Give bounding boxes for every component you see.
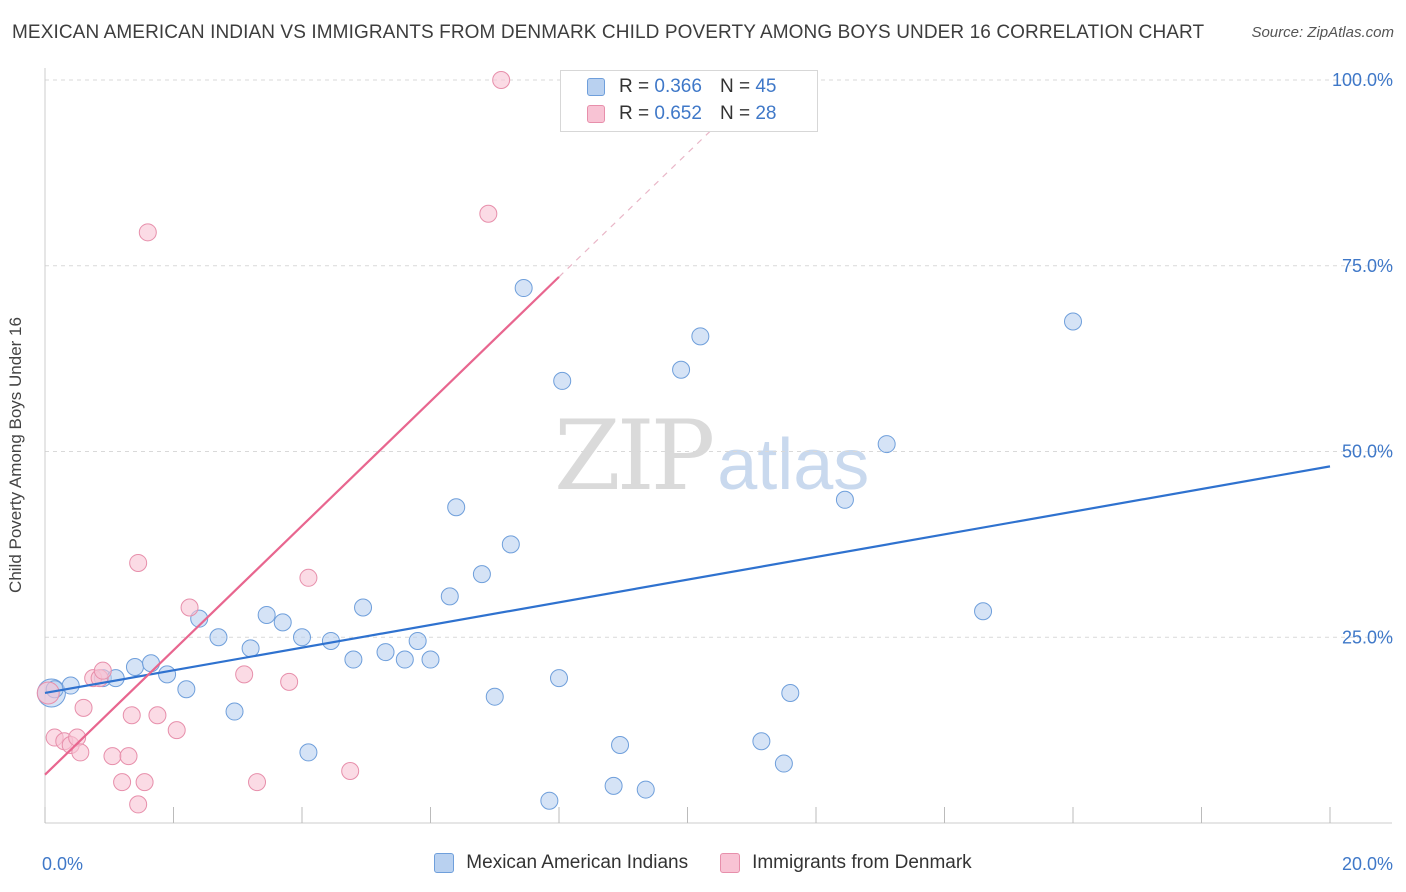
immigrants-from-denmark-point xyxy=(280,672,299,691)
mexican-american-indians-point xyxy=(225,702,244,721)
immigrants-from-denmark-point xyxy=(129,795,148,814)
mexican-american-indians-point xyxy=(636,780,655,799)
mexican-american-indians-point xyxy=(158,665,177,684)
immigrants-from-denmark-point xyxy=(103,747,122,766)
mexican-american-indians-point xyxy=(440,587,459,606)
axes xyxy=(44,68,1392,824)
mexican-american-indians-point xyxy=(1064,312,1082,331)
series-legend: Mexican American Indians Immigrants from… xyxy=(0,852,1406,874)
legend-n-label: N = xyxy=(719,76,751,97)
immigrants-from-denmark-point xyxy=(167,721,186,740)
correlation-legend: R = 0.366 N = 45 R = 0.652 N = 28 xyxy=(560,70,818,132)
immigrants-from-denmark-point xyxy=(74,698,93,717)
mexican-american-indians-point xyxy=(877,435,896,454)
legend-r-label: R = xyxy=(619,76,650,97)
mexican-american-indians-point xyxy=(835,490,854,509)
legend-n-value: 28 xyxy=(755,103,777,124)
mexican-american-indians-point xyxy=(421,650,440,669)
immigrants-from-denmark-point xyxy=(122,706,141,725)
pink-swatch-icon xyxy=(720,853,741,873)
immigrants-from-denmark-point xyxy=(341,761,360,780)
immigrants-from-denmark-point xyxy=(113,773,132,792)
mexican-american-indians-point xyxy=(293,628,311,647)
mexican-american-indians-point xyxy=(501,535,520,554)
immigrants-from-denmark-point xyxy=(135,773,154,792)
immigrants-from-denmark-point xyxy=(71,743,90,762)
mexican-american-indians-point xyxy=(408,631,427,650)
mexican-american-indians-point xyxy=(209,628,228,647)
y-tick-label: 25.0% xyxy=(1342,627,1393,647)
legend-series-name: Immigrants from Denmark xyxy=(752,852,972,873)
immigrants-from-denmark-point xyxy=(180,598,199,617)
mexican-american-indians-point xyxy=(550,669,568,688)
legend-item-mexican-american-indians: Mexican American Indians xyxy=(434,852,688,874)
mexican-american-indians-point xyxy=(752,732,771,751)
legend-r-label: R = xyxy=(619,103,650,124)
mexican-american-indians-trend-line xyxy=(44,465,1331,695)
x-tick-label: 20.0% xyxy=(1342,854,1393,874)
immigrants-from-denmark-point xyxy=(248,773,267,792)
mexican-american-indians-point xyxy=(672,360,691,379)
data-points xyxy=(36,71,1082,814)
tick-labels: 25.0% 50.0% 75.0% 100.0% 0.0% 20.0% xyxy=(42,70,1393,874)
immigrants-from-denmark-point xyxy=(479,204,498,223)
mexican-american-indians-point xyxy=(447,498,466,517)
legend-r-value: 0.366 xyxy=(654,76,702,97)
mexican-american-indians-point xyxy=(395,650,414,669)
immigrants-from-denmark-trend-extension xyxy=(558,127,714,278)
mexican-american-indians-point xyxy=(781,683,800,702)
immigrants-from-denmark-point xyxy=(93,661,112,680)
y-tick-label: 75.0% xyxy=(1342,256,1393,276)
immigrants-from-denmark-point xyxy=(492,71,511,89)
mexican-american-indians-point xyxy=(540,791,559,810)
mexican-american-indians-point xyxy=(61,676,80,695)
mexican-american-indians-point xyxy=(257,605,276,624)
immigrants-from-denmark-point xyxy=(138,223,157,242)
immigrants-from-denmark-point xyxy=(129,553,148,572)
grid-lines xyxy=(45,79,1392,638)
mexican-american-indians-point xyxy=(514,279,533,298)
chart-title: MEXICAN AMERICAN INDIAN VS IMMIGRANTS FR… xyxy=(12,22,1205,43)
mexican-american-indians-point xyxy=(142,654,161,673)
mexican-american-indians-point xyxy=(774,754,793,773)
blue-swatch-icon xyxy=(587,78,605,96)
legend-r-value: 0.652 xyxy=(654,103,702,124)
y-tick-label: 100.0% xyxy=(1332,70,1393,90)
mexican-american-indians-point xyxy=(354,598,373,617)
legend-series-name: Mexican American Indians xyxy=(466,852,689,873)
mexican-american-indians-point xyxy=(472,565,491,584)
mexican-american-indians-point xyxy=(125,657,144,676)
y-tick-label: 50.0% xyxy=(1342,442,1393,462)
immigrants-from-denmark-point xyxy=(235,665,254,684)
legend-n-label: N = xyxy=(719,103,751,124)
legend-row-blue: R = 0.366 N = 45 xyxy=(587,75,776,99)
mexican-american-indians-point xyxy=(604,776,623,795)
mexican-american-indians-point xyxy=(974,602,993,621)
immigrants-from-denmark-trend-line xyxy=(44,276,560,776)
legend-row-pink: R = 0.652 N = 28 xyxy=(587,102,776,126)
mexican-american-indians-point xyxy=(344,650,363,669)
mexican-american-indians-point xyxy=(273,613,292,632)
immigrants-from-denmark-point xyxy=(299,568,318,587)
mexican-american-indians-point xyxy=(177,680,196,699)
mexican-american-indians-point xyxy=(485,687,504,706)
legend-n-value: 45 xyxy=(755,76,777,97)
immigrants-from-denmark-point xyxy=(148,706,167,725)
trend-lines xyxy=(44,127,1331,776)
legend-item-immigrants-from-denmark: Immigrants from Denmark xyxy=(720,852,972,874)
x-tick-label: 0.0% xyxy=(42,854,83,874)
mexican-american-indians-point xyxy=(376,643,395,662)
pink-swatch-icon xyxy=(587,105,605,123)
mexican-american-indians-point xyxy=(611,735,630,754)
mexican-american-indians-point xyxy=(553,371,572,390)
mexican-american-indians-point xyxy=(241,639,260,658)
mexican-american-indians-point xyxy=(299,743,318,762)
immigrants-from-denmark-point xyxy=(119,747,138,766)
source-credit: Source: ZipAtlas.com xyxy=(1251,24,1394,41)
mexican-american-indians-point xyxy=(691,327,710,346)
blue-swatch-icon xyxy=(434,853,455,873)
